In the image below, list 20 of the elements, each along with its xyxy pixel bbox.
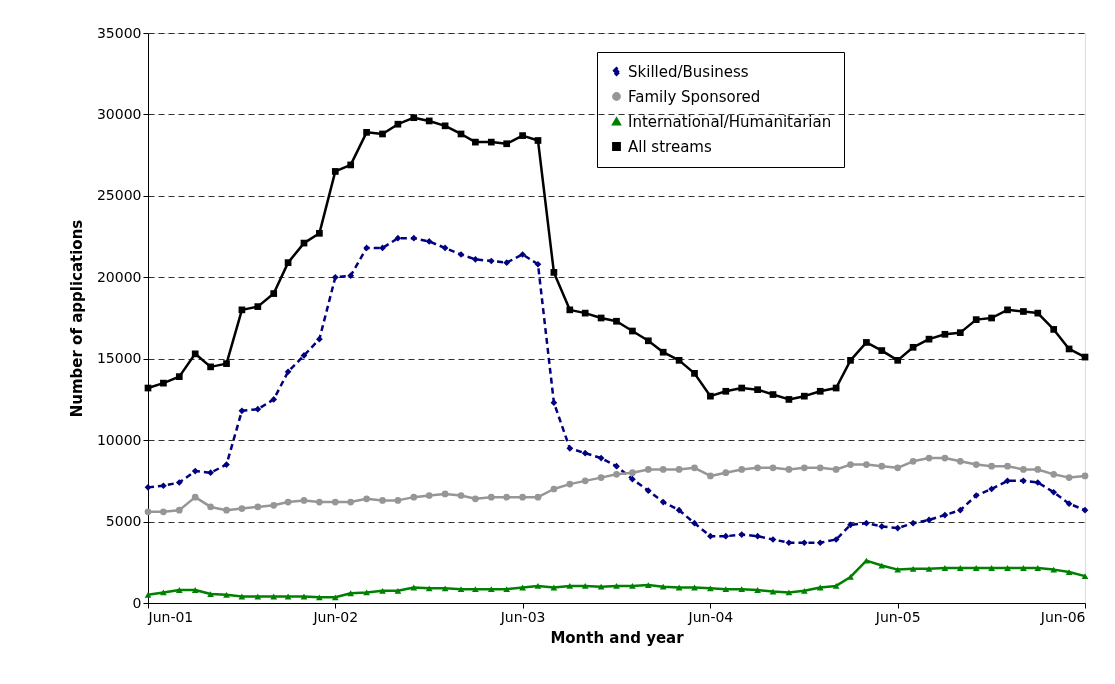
legend-label: Family Sponsored <box>628 87 761 106</box>
legend-label: Skilled/Business <box>628 62 749 81</box>
x-tick-label: Jun-06 <box>1039 608 1086 625</box>
x-tick-label: Jun-02 <box>312 608 359 625</box>
y-tick-label: 15000 <box>96 350 142 367</box>
y-tick-label: 25000 <box>96 187 142 204</box>
y-tick-label: 10000 <box>96 431 142 448</box>
legend-label: All streams <box>628 137 712 156</box>
x-tick-label: Jun-01 <box>147 608 194 625</box>
x-tick-label: Jun-05 <box>874 608 921 625</box>
x-tick-label: Jun-04 <box>687 608 734 625</box>
y-tick-label: 0 <box>132 594 142 611</box>
x-tick-label: Jun-03 <box>499 608 546 625</box>
y-tick-label: 20000 <box>96 268 142 285</box>
y-tick-label: 5000 <box>105 513 142 530</box>
y-tick-label: 30000 <box>96 105 142 122</box>
y-tick-label: 35000 <box>96 24 142 41</box>
x-axis-title: Month and year <box>550 628 685 647</box>
y-axis-title: Number of applications <box>67 219 86 418</box>
legend-label: International/Humanitarian <box>628 112 832 131</box>
